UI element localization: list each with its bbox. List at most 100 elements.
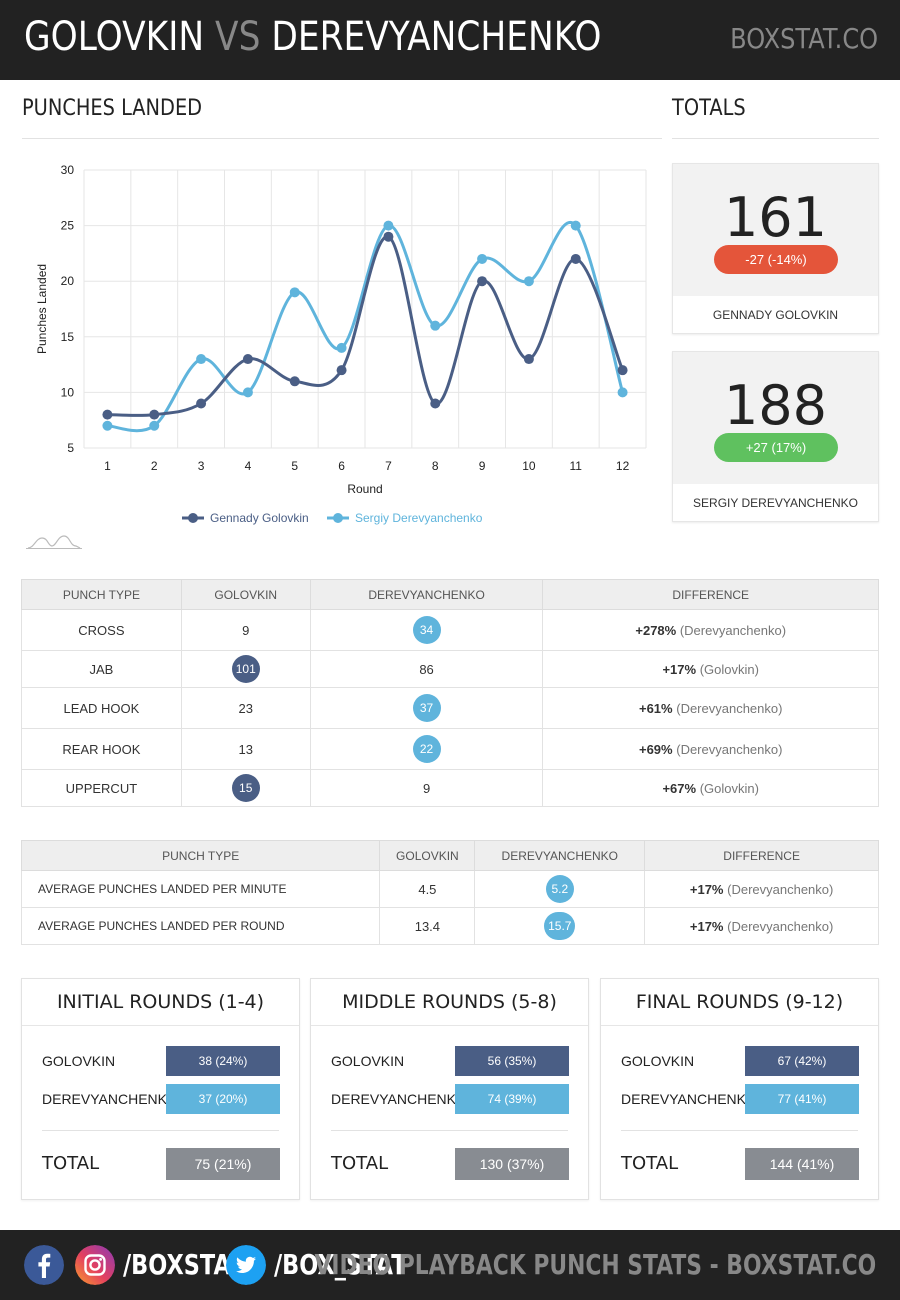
value: 34 [412,616,441,644]
total-value: 161 [723,186,828,249]
fight-title: GOLOVKIN VS DEREVYANCHENKO [24,14,601,60]
value: 22 [412,735,441,763]
difference-cell: +67% (Golovkin) [542,769,879,807]
legend-marker [333,513,343,523]
data-point[interactable] [617,387,628,398]
data-point[interactable] [149,409,160,420]
data-point[interactable] [149,420,160,431]
data-point[interactable] [383,231,394,242]
golovkin-cell: 13 [180,728,311,770]
table-header-row: PUNCH TYPE GOLOVKIN DEREVYANCHENKO DIFFEREN… [20,840,879,871]
chart-logo-icon [27,535,81,549]
difference-leader: (Derevyanchenko) [676,700,783,716]
data-point[interactable] [523,276,534,287]
derevyanchenko-bar: 74 (39%) [455,1084,569,1114]
header-bar: GOLOVKIN VS DEREVYANCHENKO BOXSTAT.CO [0,0,900,80]
x-tick-label: 3 [198,459,205,473]
difference-cell: +17% (Derevyanchenko) [644,907,879,945]
column-header: GOLOVKIN [180,579,311,610]
difference-value: +61% [638,700,673,716]
table-row: LEAD HOOK 23 37 +61% (Derevyanchenko) [21,687,879,729]
instagram-handle[interactable]: /BOXSTAT [123,1248,245,1281]
data-point[interactable] [102,420,113,431]
instagram-icon[interactable] [75,1245,115,1285]
value: 37 [412,694,441,722]
round-box-title: MIDDLE ROUNDS (5-8) [311,979,588,1026]
punch-type-cell: UPPERCUT [21,769,182,807]
table-row: CROSS 9 34 +278% (Derevyanchenko) [21,609,879,651]
table-row: AVERAGE PUNCHES LANDED PER MINUTE 4.5 5.2 +… [20,870,879,908]
difference-cell: +69% (Derevyanchenko) [542,728,879,770]
value: 9 [422,780,431,796]
derevyanchenko-bar: 37 (20%) [166,1084,280,1114]
data-point[interactable] [336,365,347,376]
column-header: DEREVYANCHENKO [309,579,544,610]
data-point[interactable] [242,387,253,398]
data-point[interactable] [196,354,207,365]
data-point[interactable] [570,220,581,231]
y-tick-label: 10 [61,385,75,399]
difference-value: +17% [689,881,724,897]
golovkin-label: GOLOVKIN [621,1053,695,1069]
punch-type-cell: AVERAGE PUNCHES LANDED PER ROUND [20,907,381,945]
data-point[interactable] [430,398,441,409]
difference-leader: (Derevyanchenko) [676,741,783,757]
brand-logo[interactable]: BOXSTAT.CO [729,22,878,55]
x-tick-label: 2 [151,459,158,473]
footer-tagline[interactable]: VIDEO PLAYBACK PUNCH STATS - BOXSTAT.CO [314,1248,876,1281]
fighter-b-name: DEREVYANCHENKO [271,14,602,60]
table-row: AVERAGE PUNCHES LANDED PER ROUND 13.4 15.7… [20,907,879,945]
data-point[interactable] [430,320,441,331]
golovkin-label: GOLOVKIN [42,1053,116,1069]
difference-value: +17% [662,661,697,677]
data-point[interactable] [289,376,300,387]
data-point[interactable] [242,354,253,365]
data-point[interactable] [477,253,488,264]
data-point[interactable] [570,253,581,264]
column-header: DEREVYANCHENKO [474,840,646,871]
data-point[interactable] [336,342,347,353]
data-point[interactable] [196,398,207,409]
difference-leader: (Golovkin) [699,780,759,796]
total-fighter-name: GENNADY GOLOVKIN [712,308,839,322]
golovkin-cell: 9 [180,609,311,651]
total-card-top [673,352,878,484]
x-tick-label: 5 [291,459,298,473]
data-point[interactable] [617,365,628,376]
twitter-icon[interactable] [226,1245,266,1285]
total-card-derevyanchenko: 188 +27 (17%) SERGIY DEREVYANCHENKO [672,351,879,522]
x-tick-label: 1 [104,459,111,473]
round-box: MIDDLE ROUNDS (5-8) GOLOVKIN 56 (35%) DEREV… [310,978,589,1200]
difference-leader: (Derevyanchenko) [727,881,834,897]
fighter-a-name: GOLOVKIN [24,14,205,60]
data-point[interactable] [383,220,394,231]
legend-label[interactable]: Sergiy Derevyanchenko [355,511,483,525]
divider [42,1130,279,1131]
punch-type-cell: REAR HOOK [21,728,182,770]
value: 9 [242,622,250,638]
difference-leader: (Golovkin) [699,661,759,677]
derevyanchenko-cell: 15.7 [474,907,646,945]
derevyanchenko-label: DEREVYANCHENKO [331,1091,467,1107]
punch-type-cell: LEAD HOOK [21,687,182,729]
data-point[interactable] [289,287,300,298]
difference-leader: (Derevyanchenko) [679,622,787,638]
derevyanchenko-cell: 37 [309,687,544,729]
data-point[interactable] [102,409,113,420]
value: 5.2 [545,875,574,903]
data-point[interactable] [523,354,534,365]
total-label: TOTAL [331,1153,389,1174]
facebook-icon[interactable] [24,1245,64,1285]
round-box: INITIAL ROUNDS (1-4) GOLOVKIN 38 (24%) DERE… [21,978,300,1200]
x-tick-label: 9 [479,459,486,473]
y-tick-label: 20 [61,274,75,288]
total-bar: 75 (21%) [166,1148,280,1180]
legend-label[interactable]: Gennady Golovkin [210,511,309,525]
data-point[interactable] [477,276,488,287]
divider [621,1130,858,1131]
y-tick-label: 25 [61,219,75,233]
derevyanchenko-cell: 86 [309,650,544,688]
twitter-handle[interactable]: /BOX_STAT [274,1248,407,1281]
footer-bar: /BOXSTAT /BOX_STAT VIDEO PLAYBACK PUNCH … [0,1230,900,1300]
total-bar: 130 (37%) [455,1148,569,1180]
